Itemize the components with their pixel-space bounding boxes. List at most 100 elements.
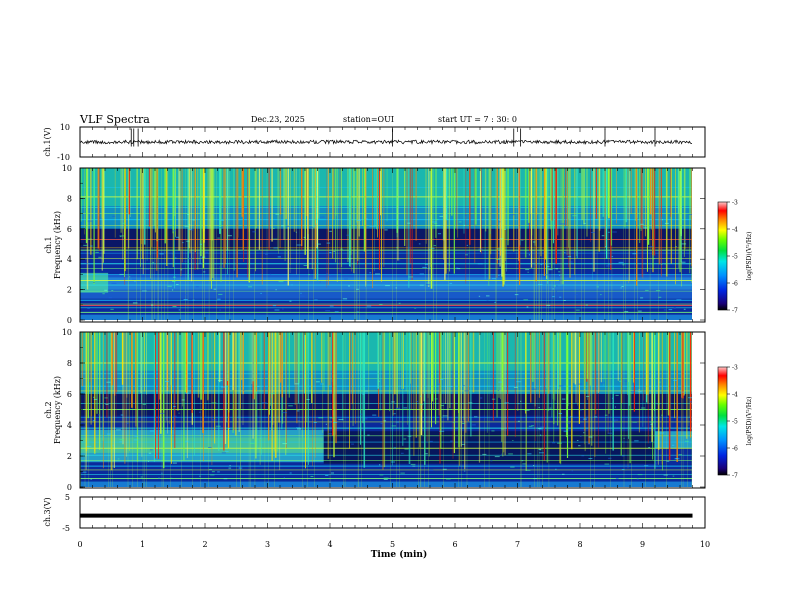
spectral-speckle bbox=[676, 299, 682, 301]
spectral-speckle bbox=[297, 428, 302, 430]
spectral-speckle bbox=[158, 477, 160, 479]
spectral-speckle bbox=[217, 298, 221, 300]
y-tick-label: 2 bbox=[67, 452, 72, 461]
spectral-speckle bbox=[456, 267, 459, 269]
spectral-speckle bbox=[482, 453, 487, 455]
y-tick-label: 10 bbox=[62, 328, 72, 337]
spectral-speckle bbox=[384, 229, 388, 231]
spectral-speckle bbox=[439, 215, 444, 217]
spectral-speckle bbox=[119, 439, 124, 441]
ch3-wave-ytick-top: 5 bbox=[65, 493, 70, 502]
spectral-speckle bbox=[283, 477, 285, 479]
spectral-speckle bbox=[238, 467, 243, 469]
spectral-speckle bbox=[187, 214, 190, 215]
y-tick-label: 6 bbox=[67, 390, 72, 399]
spectral-speckle bbox=[464, 470, 466, 472]
spectral-band bbox=[80, 394, 692, 416]
spectral-speckle bbox=[86, 263, 88, 265]
x-tick-label: 5 bbox=[390, 540, 395, 549]
spectral-speckle bbox=[333, 251, 335, 252]
spectral-speckle bbox=[416, 401, 418, 403]
spectral-speckle bbox=[391, 425, 397, 427]
spectral-speckle bbox=[594, 416, 598, 418]
spectral-speckle bbox=[97, 414, 101, 416]
spectral-speckle bbox=[666, 460, 670, 462]
spectral-speckle bbox=[525, 269, 530, 271]
spectral-speckle bbox=[288, 405, 293, 407]
spectral-speckle bbox=[590, 216, 592, 218]
spectral-speckle bbox=[259, 437, 262, 439]
spectral-speckle bbox=[433, 245, 437, 247]
spectral-speckle bbox=[578, 445, 581, 447]
spectral-speckle bbox=[172, 306, 177, 307]
spectral-speckle bbox=[622, 264, 625, 266]
spectral-speckle bbox=[188, 224, 191, 226]
spectral-speckle bbox=[119, 441, 122, 443]
spectral-speckle bbox=[140, 476, 143, 478]
spectral-speckle bbox=[383, 477, 389, 479]
spectral-speckle bbox=[134, 281, 136, 283]
spectral-speckle bbox=[491, 398, 496, 400]
spectral-speckle bbox=[223, 478, 228, 480]
spectral-speckle bbox=[325, 475, 329, 476]
spectral-speckle bbox=[641, 407, 646, 409]
spectral-speckle bbox=[348, 285, 350, 287]
spectral-speckle bbox=[342, 298, 348, 300]
spectral-speckle bbox=[491, 278, 496, 280]
ch3-wave-ytick-bottom: -5 bbox=[62, 524, 70, 533]
spectral-speckle bbox=[289, 472, 292, 474]
spectral-patch bbox=[655, 431, 692, 449]
spectral-speckle bbox=[351, 443, 354, 445]
spectral-speckle bbox=[501, 453, 503, 455]
ch1-colorbar-label: log(PSD)(V²/Hz) bbox=[746, 232, 753, 281]
spectral-speckle bbox=[404, 448, 409, 450]
spectral-speckle bbox=[538, 448, 542, 450]
spectral-speckle bbox=[422, 266, 427, 268]
y-tick-label: 0 bbox=[67, 316, 72, 325]
spectral-speckle bbox=[294, 383, 300, 385]
spectral-speckle bbox=[149, 430, 155, 432]
spectral-speckle bbox=[614, 420, 616, 422]
spectral-speckle bbox=[461, 443, 465, 445]
spectral-speckle bbox=[419, 284, 424, 286]
spectral-speckle bbox=[228, 427, 230, 429]
spectral-speckle bbox=[273, 238, 278, 240]
spectral-speckle bbox=[546, 274, 551, 276]
spectral-speckle bbox=[326, 273, 328, 275]
spectral-speckle bbox=[581, 455, 585, 457]
spectral-speckle bbox=[659, 381, 661, 383]
spectral-speckle bbox=[664, 222, 669, 224]
spectral-speckle bbox=[398, 259, 401, 261]
spectral-speckle bbox=[612, 231, 617, 233]
spectral-speckle bbox=[578, 383, 583, 385]
spectral-speckle bbox=[472, 424, 476, 426]
spectral-speckle bbox=[557, 442, 562, 444]
spectral-speckle bbox=[129, 276, 131, 278]
spectral-speckle bbox=[683, 239, 687, 241]
spectral-speckle bbox=[201, 256, 206, 258]
spectral-speckle bbox=[379, 464, 381, 466]
spectral-speckle bbox=[682, 391, 684, 393]
spectral-speckle bbox=[514, 294, 519, 296]
spectral-speckle bbox=[142, 403, 146, 405]
spectral-speckle bbox=[296, 427, 301, 429]
spectral-speckle bbox=[383, 479, 388, 480]
spectral-speckle bbox=[559, 296, 562, 298]
spectral-speckle bbox=[159, 253, 164, 255]
spectral-speckle bbox=[524, 409, 530, 411]
spectral-speckle bbox=[588, 436, 593, 438]
spectral-speckle bbox=[632, 421, 637, 423]
spectral-speckle bbox=[203, 271, 206, 273]
spectral-speckle bbox=[435, 225, 441, 227]
spectral-speckle bbox=[208, 447, 212, 448]
spectral-speckle bbox=[504, 402, 509, 404]
spectral-speckle bbox=[199, 411, 201, 413]
spectral-speckle bbox=[664, 263, 667, 265]
spectral-speckle bbox=[434, 398, 438, 400]
spectral-speckle bbox=[558, 271, 561, 273]
spectral-speckle bbox=[681, 243, 687, 245]
spectral-speckle bbox=[185, 392, 190, 394]
ch3-waveform-panel: 5 -5 ch.3(V) bbox=[43, 493, 706, 533]
spectral-speckle bbox=[93, 282, 95, 284]
